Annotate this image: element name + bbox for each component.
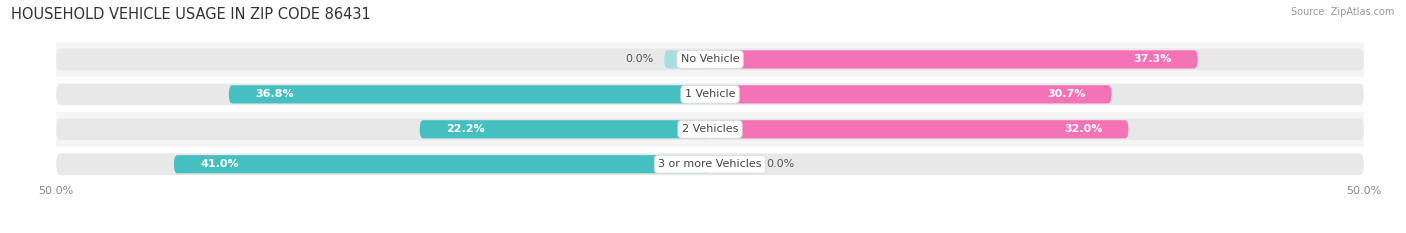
Text: Source: ZipAtlas.com: Source: ZipAtlas.com bbox=[1291, 7, 1395, 17]
FancyBboxPatch shape bbox=[56, 49, 1364, 70]
FancyBboxPatch shape bbox=[56, 84, 1364, 105]
FancyBboxPatch shape bbox=[420, 120, 710, 138]
FancyBboxPatch shape bbox=[229, 85, 710, 103]
FancyBboxPatch shape bbox=[664, 50, 710, 69]
Text: 32.0%: 32.0% bbox=[1064, 124, 1102, 134]
Text: HOUSEHOLD VEHICLE USAGE IN ZIP CODE 86431: HOUSEHOLD VEHICLE USAGE IN ZIP CODE 8643… bbox=[11, 7, 371, 22]
Text: 1 Vehicle: 1 Vehicle bbox=[685, 89, 735, 99]
Text: No Vehicle: No Vehicle bbox=[681, 55, 740, 64]
Text: 3 or more Vehicles: 3 or more Vehicles bbox=[658, 159, 762, 169]
FancyBboxPatch shape bbox=[710, 50, 1198, 69]
Bar bbox=[56, 147, 1364, 182]
FancyBboxPatch shape bbox=[710, 85, 1112, 103]
Text: 36.8%: 36.8% bbox=[254, 89, 294, 99]
Text: 2 Vehicles: 2 Vehicles bbox=[682, 124, 738, 134]
Text: 41.0%: 41.0% bbox=[200, 159, 239, 169]
FancyBboxPatch shape bbox=[56, 118, 1364, 140]
Text: 0.0%: 0.0% bbox=[626, 55, 654, 64]
FancyBboxPatch shape bbox=[710, 155, 756, 173]
Bar bbox=[56, 42, 1364, 77]
Text: 0.0%: 0.0% bbox=[766, 159, 794, 169]
FancyBboxPatch shape bbox=[174, 155, 710, 173]
Text: 22.2%: 22.2% bbox=[446, 124, 485, 134]
Bar bbox=[56, 112, 1364, 147]
Legend: Owner-occupied, Renter-occupied: Owner-occupied, Renter-occupied bbox=[589, 230, 831, 233]
FancyBboxPatch shape bbox=[56, 154, 1364, 175]
Text: 30.7%: 30.7% bbox=[1047, 89, 1085, 99]
Bar bbox=[56, 77, 1364, 112]
FancyBboxPatch shape bbox=[710, 120, 1129, 138]
Text: 37.3%: 37.3% bbox=[1133, 55, 1171, 64]
